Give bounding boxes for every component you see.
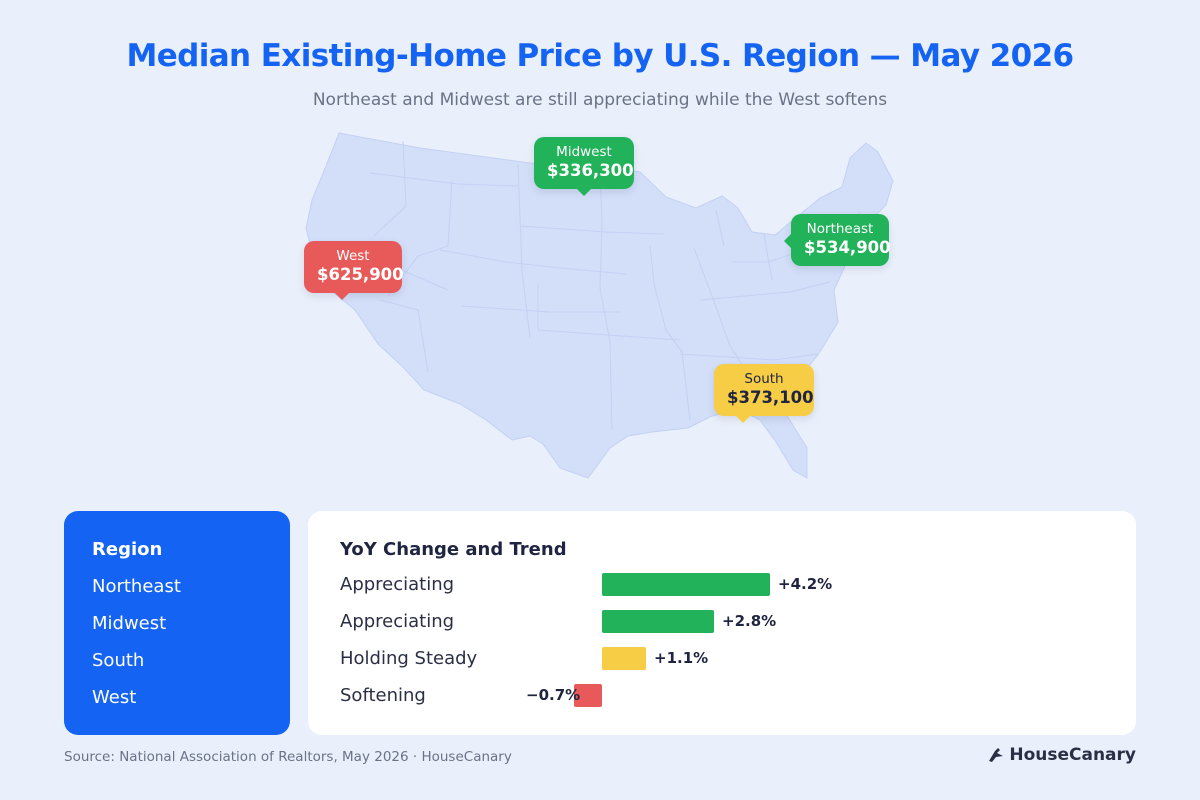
trend-row: Appreciating +2.8% [308,607,1136,637]
page-title: Median Existing-Home Price by U.S. Regio… [126,38,1074,74]
trend-value-label: +1.1% [654,649,709,667]
trend-header: YoY Change and Trend [340,539,567,560]
trend-value-label: +4.2% [778,575,833,593]
canary-icon [989,748,1004,762]
trend-value-label: +2.8% [722,612,777,630]
region-item: South [92,650,145,671]
trend-row: Holding Steady +1.1% [308,644,1136,674]
callout-northeast: Northeast $534,900 [784,214,891,266]
trend-label: Appreciating [340,611,455,632]
trend-row: Appreciating +4.2% [308,570,1136,600]
trend-bar [602,647,646,670]
callout-northeast-price: $534,900 [804,238,891,257]
trend-bar [602,573,770,596]
region-item: West [92,687,137,708]
callout-midwest-price: $336,300 [547,161,634,180]
trend-label: Softening [340,685,426,706]
region-card: Region Northeast Midwest South West [64,511,290,735]
region-item: Northeast [92,576,181,597]
callout-midwest-name: Midwest [556,144,612,160]
brand-name: HouseCanary [1009,745,1136,765]
source-note: Source: National Association of Realtors… [64,749,512,765]
callout-west: West $625,900 [304,241,404,300]
trend-bar [574,684,602,707]
trend-row: Softening −0.7% [308,681,1136,711]
callout-west-price: $625,900 [317,265,404,284]
callout-west-name: West [336,248,370,264]
brand-logo: HouseCanary [987,745,1136,765]
region-header: Region [92,539,163,560]
trend-label: Holding Steady [340,648,478,669]
callout-midwest: Midwest $336,300 [534,137,634,196]
region-item: Midwest [92,613,167,634]
page-subtitle: Northeast and Midwest are still apprecia… [312,90,888,110]
trend-label: Appreciating [340,574,455,595]
callout-south: South $373,100 [714,364,814,423]
trend-value-label: −0.7% [526,686,581,704]
trend-bar [602,610,714,633]
callout-south-name: South [744,371,784,387]
callout-northeast-name: Northeast [806,221,874,237]
callout-south-price: $373,100 [727,388,814,407]
trend-card: YoY Change and Trend Appreciating +4.2% … [308,511,1136,735]
